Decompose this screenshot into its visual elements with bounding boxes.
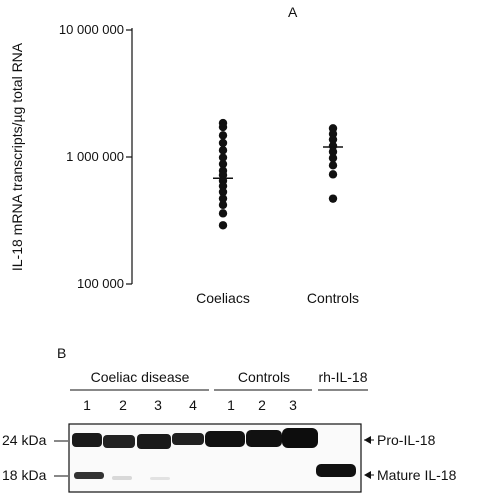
- data-point: [218, 146, 228, 155]
- data-point: [328, 194, 338, 203]
- lane-number: 1: [83, 397, 91, 413]
- data-point: [218, 122, 228, 132]
- panel-a-label: A: [288, 4, 298, 20]
- label-pro: Pro-IL-18: [377, 432, 436, 448]
- data-point: [218, 200, 228, 210]
- data-point: [218, 194, 228, 203]
- x-categories: Coeliacs Controls: [196, 290, 359, 306]
- y-ticks: 10 000 000 1 000 000 100 000: [59, 22, 132, 291]
- panel-b-label: B: [57, 345, 66, 361]
- band-mature: [112, 476, 132, 480]
- band-mature-rh: [316, 464, 356, 477]
- band-mature: [74, 472, 104, 479]
- group-title-coeliac: Coeliac disease: [91, 369, 190, 385]
- data-point: [218, 209, 228, 218]
- data-point: [218, 138, 228, 148]
- group-title-rh: rh-IL-18: [318, 369, 367, 385]
- label-mature: Mature IL-18: [377, 467, 457, 483]
- lane-number: 1: [227, 397, 235, 413]
- arrow-mature-icon: [364, 471, 371, 479]
- band-pro: [103, 435, 135, 448]
- band-pro: [205, 431, 245, 447]
- y-axis-label: IL-18 mRNA transcripts/µg total RNA: [9, 42, 25, 271]
- marker-18kda: 18 kDa: [2, 467, 47, 483]
- band-pro: [282, 428, 318, 448]
- data-points: [218, 118, 338, 230]
- y-tick-label: 1 000 000: [66, 149, 124, 164]
- y-tick-label: 100 000: [77, 276, 124, 291]
- lane-number: 3: [289, 397, 297, 413]
- data-point: [218, 187, 228, 197]
- data-point: [218, 221, 228, 230]
- lane-number: 2: [119, 397, 127, 413]
- arrow-pro-icon: [364, 436, 371, 444]
- marker-24kda: 24 kDa: [2, 432, 47, 448]
- data-point: [218, 181, 228, 191]
- data-point: [218, 153, 228, 162]
- band-pro: [72, 433, 102, 447]
- data-point: [328, 147, 338, 156]
- band-mature: [150, 477, 170, 480]
- band-pro: [137, 434, 171, 449]
- data-point: [218, 159, 228, 169]
- x-category-label: Coeliacs: [196, 290, 250, 306]
- band-pro: [246, 430, 282, 447]
- data-point: [328, 135, 338, 144]
- data-point: [218, 131, 228, 140]
- data-point: [328, 153, 338, 163]
- y-tick-label: 10 000 000: [59, 22, 124, 37]
- lane-number: 4: [189, 397, 197, 413]
- lane-number: 3: [154, 397, 162, 413]
- data-point: [328, 170, 338, 179]
- data-point: [328, 161, 338, 170]
- western-blot: [68, 423, 362, 493]
- x-category-label: Controls: [307, 290, 359, 306]
- chart-a: 10 000 000 1 000 000 100 000 Coeliacs Contr…: [9, 22, 359, 306]
- group-title-controls: Controls: [238, 369, 290, 385]
- lane-number: 2: [258, 397, 266, 413]
- median-lines: [213, 146, 343, 180]
- band-pro: [172, 433, 204, 445]
